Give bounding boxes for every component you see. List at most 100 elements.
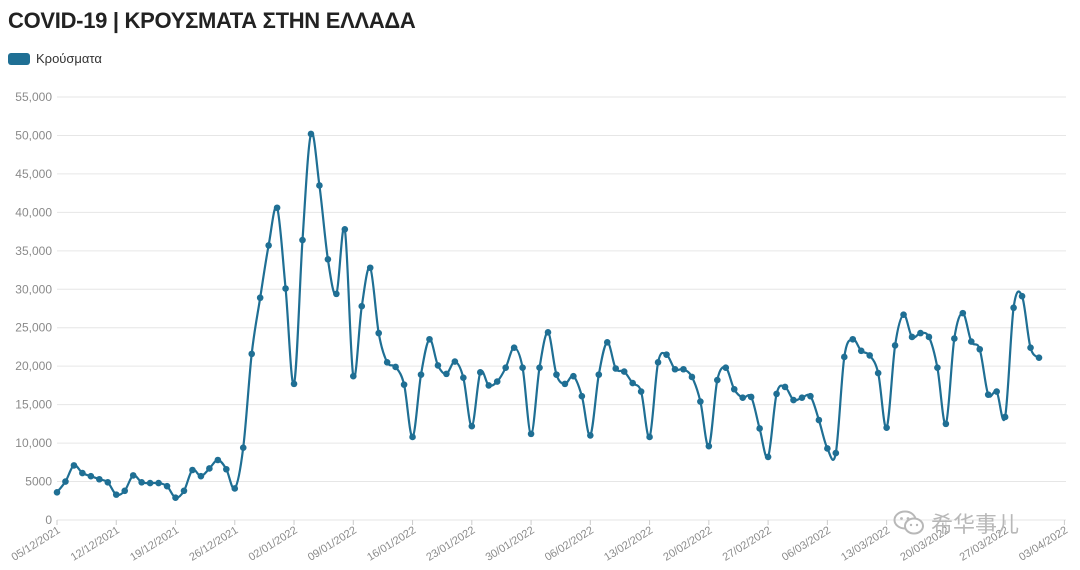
data-point[interactable]	[197, 472, 205, 480]
data-point[interactable]	[79, 469, 86, 477]
data-point[interactable]	[925, 333, 933, 341]
data-point[interactable]	[239, 444, 247, 452]
data-point[interactable]	[807, 392, 814, 400]
data-point[interactable]	[849, 335, 857, 343]
data-point[interactable]	[417, 371, 425, 378]
data-point[interactable]	[341, 225, 349, 233]
data-point[interactable]	[273, 204, 281, 212]
data-point[interactable]	[917, 329, 924, 337]
data-point[interactable]	[815, 416, 823, 424]
data-point[interactable]	[324, 255, 332, 263]
data-point[interactable]	[206, 465, 213, 472]
data-point[interactable]	[553, 371, 560, 378]
data-point[interactable]	[485, 382, 493, 389]
data-point[interactable]	[747, 393, 755, 401]
data-point[interactable]	[510, 344, 518, 352]
data-point[interactable]	[680, 365, 687, 373]
data-point[interactable]	[231, 485, 239, 492]
data-point[interactable]	[358, 302, 366, 310]
legend[interactable]: Κρούσματα	[8, 51, 102, 66]
data-point[interactable]	[730, 385, 738, 393]
data-point[interactable]	[891, 342, 899, 349]
data-point[interactable]	[146, 479, 154, 487]
data-point[interactable]	[951, 335, 958, 342]
data-point[interactable]	[984, 391, 992, 398]
data-point[interactable]	[214, 456, 222, 464]
data-point[interactable]	[265, 242, 272, 249]
data-point[interactable]	[790, 396, 797, 404]
data-point[interactable]	[434, 362, 442, 369]
data-point[interactable]	[409, 433, 416, 441]
data-point[interactable]	[163, 482, 171, 490]
data-point[interactable]	[155, 479, 162, 487]
data-point[interactable]	[620, 368, 628, 375]
data-point[interactable]	[908, 333, 916, 341]
data-point[interactable]	[282, 285, 289, 292]
data-point[interactable]	[248, 350, 256, 358]
data-point[interactable]	[104, 479, 112, 486]
data-point[interactable]	[773, 390, 780, 398]
data-point[interactable]	[62, 478, 69, 485]
data-point[interactable]	[476, 369, 484, 376]
data-point[interactable]	[646, 433, 653, 441]
data-point[interactable]	[1027, 344, 1034, 352]
data-point[interactable]	[866, 352, 873, 359]
data-point[interactable]	[70, 462, 78, 469]
data-point[interactable]	[1001, 413, 1009, 421]
data-point[interactable]	[121, 487, 129, 495]
data-point[interactable]	[688, 373, 696, 381]
data-point[interactable]	[934, 364, 941, 372]
data-point[interactable]	[536, 364, 543, 372]
data-point[interactable]	[299, 236, 306, 244]
data-point[interactable]	[637, 388, 645, 395]
data-point[interactable]	[824, 445, 831, 452]
data-point[interactable]	[764, 453, 772, 461]
data-point[interactable]	[189, 466, 196, 474]
data-point[interactable]	[595, 371, 603, 378]
data-point[interactable]	[883, 424, 890, 432]
data-point[interactable]	[96, 475, 103, 483]
data-point[interactable]	[138, 479, 145, 486]
data-point[interactable]	[561, 380, 569, 388]
data-point[interactable]	[527, 430, 535, 438]
data-point[interactable]	[570, 372, 577, 380]
data-point[interactable]	[53, 489, 61, 496]
data-point[interactable]	[840, 353, 848, 361]
data-point[interactable]	[959, 309, 967, 317]
data-point[interactable]	[1010, 304, 1017, 312]
data-point[interactable]	[798, 394, 806, 402]
data-point[interactable]	[349, 372, 357, 380]
data-point[interactable]	[392, 363, 399, 371]
data-point[interactable]	[366, 264, 374, 272]
data-point[interactable]	[223, 465, 230, 473]
data-point[interactable]	[705, 442, 713, 450]
data-point[interactable]	[129, 472, 137, 479]
data-point[interactable]	[180, 487, 188, 495]
data-point[interactable]	[832, 449, 840, 457]
data-point[interactable]	[578, 392, 586, 400]
data-point[interactable]	[87, 472, 95, 480]
data-point[interactable]	[976, 345, 984, 353]
data-point[interactable]	[307, 130, 315, 138]
data-point[interactable]	[781, 383, 789, 391]
data-point[interactable]	[519, 364, 526, 372]
data-point[interactable]	[383, 359, 391, 366]
data-point[interactable]	[375, 329, 382, 337]
data-point[interactable]	[1018, 292, 1026, 300]
data-point[interactable]	[714, 376, 721, 384]
data-point[interactable]	[874, 369, 882, 377]
data-point[interactable]	[697, 398, 704, 405]
data-point[interactable]	[426, 335, 433, 343]
data-point[interactable]	[603, 339, 611, 346]
data-point[interactable]	[1035, 354, 1043, 362]
data-point[interactable]	[663, 351, 670, 358]
data-point[interactable]	[493, 378, 501, 385]
data-point[interactable]	[967, 338, 975, 345]
data-point[interactable]	[587, 432, 594, 439]
data-point[interactable]	[722, 364, 730, 372]
data-point[interactable]	[857, 347, 865, 355]
data-point[interactable]	[468, 422, 476, 430]
data-point[interactable]	[460, 374, 467, 382]
data-point[interactable]	[900, 311, 907, 318]
data-point[interactable]	[739, 394, 747, 402]
